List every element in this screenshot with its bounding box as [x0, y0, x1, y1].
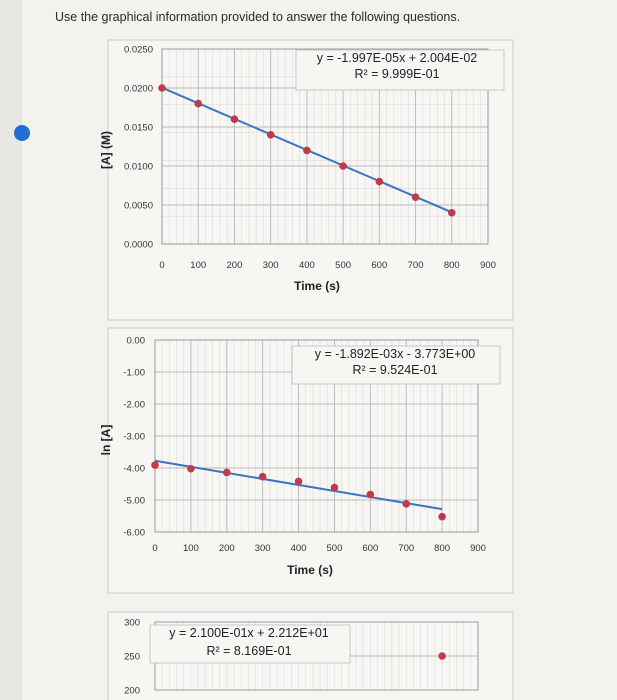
y-tick-label: -5.00	[123, 496, 145, 507]
data-point	[438, 512, 446, 521]
y-tick-label: -4.00	[123, 464, 145, 475]
r-squared-label: R² = 9.999E-01	[354, 67, 439, 81]
question-prompt: Use the graphical information provided t…	[55, 10, 461, 24]
y-tick-label: -1.00	[123, 368, 145, 379]
y-tick-label: 0.0250	[124, 45, 153, 56]
y-tick-label: 0.0200	[124, 84, 153, 95]
data-point	[375, 177, 384, 186]
trendline-equation: y = -1.997E-05x + 2.004E-02	[317, 51, 478, 65]
y-tick-label: -2.00	[123, 400, 145, 411]
trendline-equation: y = 2.100E-01x + 2.212E+01	[169, 626, 329, 640]
data-point	[339, 162, 347, 170]
x-axis-title: Time (s)	[294, 279, 340, 293]
y-tick-label: 0.00	[127, 336, 146, 347]
y-tick-label: -6.00	[123, 528, 145, 539]
x-tick-label: 100	[190, 260, 206, 271]
plot-area-border	[161, 48, 489, 245]
data-point	[266, 131, 275, 139]
x-tick-label: 100	[183, 543, 199, 554]
x-tick-label: 600	[362, 543, 378, 554]
data-point	[230, 115, 239, 123]
x-tick-label: 0	[152, 543, 157, 554]
y-axis-title: [A] (M)	[99, 131, 113, 169]
data-point	[402, 500, 411, 508]
trendline-equation: y = -1.892E-03x - 3.773E+00	[315, 347, 476, 361]
x-tick-label: 700	[408, 260, 424, 271]
data-point	[194, 99, 203, 108]
x-tick-label: 400	[299, 260, 315, 271]
equation-box	[295, 49, 505, 91]
y-tick-label: 0.0000	[124, 240, 153, 251]
data-point	[303, 146, 311, 155]
x-tick-label: 300	[255, 543, 271, 554]
y-tick-label: 200	[124, 686, 140, 697]
x-tick-label: 200	[219, 543, 235, 554]
y-tick-label: 250	[124, 652, 140, 663]
data-point	[438, 652, 446, 660]
data-point	[330, 483, 339, 492]
y-tick-label: 0.0050	[124, 201, 153, 212]
x-tick-label: 500	[335, 260, 351, 271]
data-point	[258, 472, 267, 481]
y-tick-label: 300	[124, 618, 140, 629]
x-tick-label: 700	[398, 543, 414, 554]
data-point	[411, 193, 420, 201]
plot-area-border	[154, 339, 479, 533]
x-axis-title: Time (s)	[287, 563, 333, 577]
x-tick-label: 800	[434, 543, 450, 554]
x-tick-label: 900	[480, 260, 496, 271]
x-tick-label: 0	[159, 260, 164, 271]
x-tick-label: 200	[227, 260, 243, 271]
x-tick-label: 900	[470, 543, 486, 554]
y-axis-title: ln [A]	[99, 425, 113, 456]
y-tick-label: 0.0100	[124, 162, 153, 173]
x-tick-label: 300	[263, 260, 279, 271]
x-tick-label: 800	[444, 260, 460, 271]
data-point	[447, 209, 456, 217]
data-point	[187, 464, 195, 473]
data-point	[294, 477, 303, 486]
data-point	[151, 461, 159, 469]
r-squared-label: R² = 8.169E-01	[206, 644, 291, 658]
y-tick-label: 0.0150	[124, 123, 153, 134]
blue-marker-dot	[14, 125, 30, 141]
equation-box	[291, 345, 501, 385]
data-point	[366, 490, 375, 499]
x-tick-label: 600	[371, 260, 387, 271]
x-tick-label: 400	[291, 543, 307, 554]
equation-box	[149, 624, 351, 664]
r-squared-label: R² = 9.524E-01	[352, 363, 437, 377]
data-point	[158, 84, 166, 92]
y-tick-label: -3.00	[123, 432, 145, 443]
data-point	[222, 468, 231, 477]
x-tick-label: 500	[327, 543, 343, 554]
